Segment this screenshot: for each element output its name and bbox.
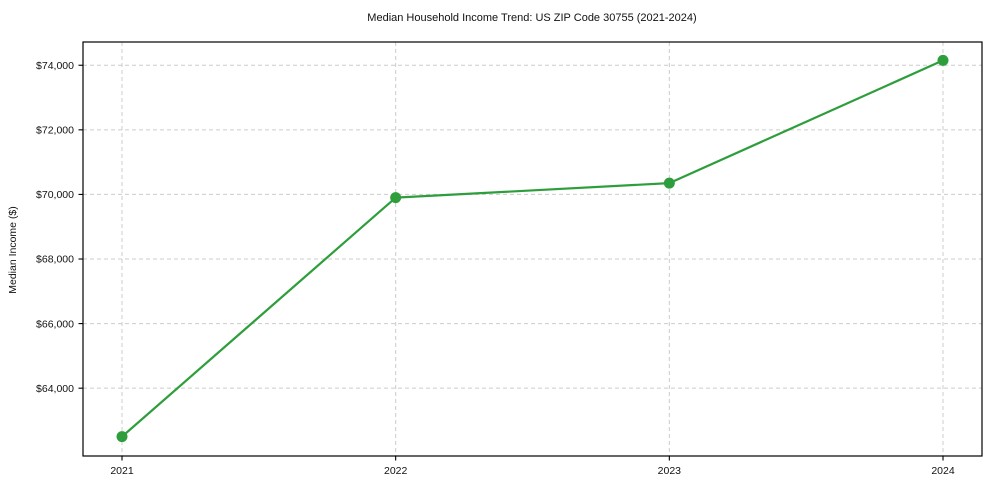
x-tick-label: 2021: [110, 465, 134, 477]
axis-tick-labels: $64,000 $66,000 $68,000 $70,000 $72,000 $74,0…: [36, 60, 955, 477]
data-point-2022: [390, 192, 402, 204]
y-tick-label: $66,000: [36, 318, 74, 330]
data-point-2023: [663, 177, 675, 189]
x-tick-label: 2022: [384, 465, 408, 477]
y-tick-label: $70,000: [36, 189, 74, 201]
y-tick-label: $68,000: [36, 254, 74, 266]
spines: [82, 41, 983, 457]
plot-border: [82, 41, 983, 457]
trend-line: [120, 59, 945, 438]
data-point-2021: [116, 431, 128, 443]
y-tick-label: $74,000: [36, 60, 74, 72]
y-tick-label: $64,000: [36, 383, 74, 395]
x-tick-label: 2024: [931, 465, 955, 477]
chart-title: Median Household Income Trend: US ZIP Co…: [367, 12, 696, 24]
data-point-2024: [937, 54, 949, 66]
data-series: [116, 54, 949, 443]
y-axis-label: Median Income ($): [7, 206, 19, 294]
axis-ticks: [78, 64, 944, 461]
gridlines: [83, 42, 982, 456]
y-tick-label: $72,000: [36, 125, 74, 137]
x-tick-label: 2023: [658, 465, 682, 477]
